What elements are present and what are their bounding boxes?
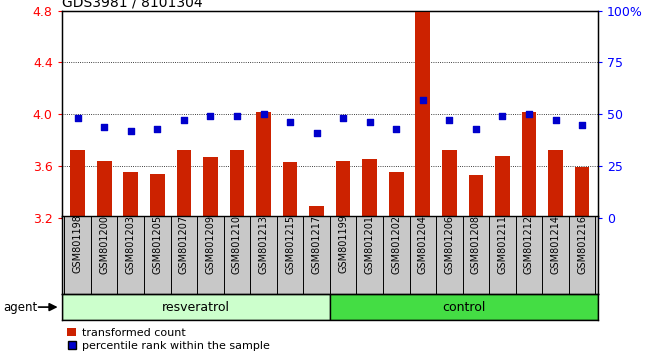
Text: resveratrol: resveratrol xyxy=(162,301,230,314)
Point xyxy=(524,111,534,117)
Legend: transformed count, percentile rank within the sample: transformed count, percentile rank withi… xyxy=(68,328,270,351)
Point xyxy=(179,118,189,123)
Point xyxy=(125,128,136,133)
Bar xyxy=(150,174,164,218)
Bar xyxy=(389,172,404,218)
Point xyxy=(497,113,508,119)
Bar xyxy=(495,155,510,218)
Point xyxy=(338,115,348,121)
Bar xyxy=(548,150,563,218)
Text: agent: agent xyxy=(3,301,38,314)
Bar xyxy=(229,150,244,218)
Bar xyxy=(442,150,457,218)
Bar xyxy=(124,172,138,218)
Bar xyxy=(575,167,590,218)
Point xyxy=(285,120,295,125)
Bar xyxy=(336,161,350,218)
Text: GDS3981 / 8101304: GDS3981 / 8101304 xyxy=(62,0,202,10)
Bar xyxy=(256,112,271,218)
Point xyxy=(205,113,216,119)
Bar xyxy=(309,206,324,218)
Point xyxy=(471,126,481,131)
Point xyxy=(232,113,242,119)
Point xyxy=(311,130,322,136)
Point xyxy=(444,118,454,123)
Point xyxy=(417,97,428,103)
Text: control: control xyxy=(442,301,486,314)
Point xyxy=(365,120,375,125)
Point xyxy=(258,111,268,117)
Point xyxy=(577,122,587,127)
Bar xyxy=(203,157,218,218)
Bar xyxy=(522,112,536,218)
Bar xyxy=(177,150,191,218)
Bar xyxy=(330,294,598,320)
Bar xyxy=(283,162,297,218)
Bar xyxy=(363,159,377,218)
Point xyxy=(99,124,109,130)
Bar xyxy=(70,150,85,218)
Point xyxy=(551,118,561,123)
Bar xyxy=(469,175,483,218)
Bar xyxy=(97,161,112,218)
Point xyxy=(152,126,162,131)
Point xyxy=(391,126,402,131)
Point xyxy=(73,115,83,121)
Bar xyxy=(415,11,430,218)
Bar xyxy=(62,294,330,320)
